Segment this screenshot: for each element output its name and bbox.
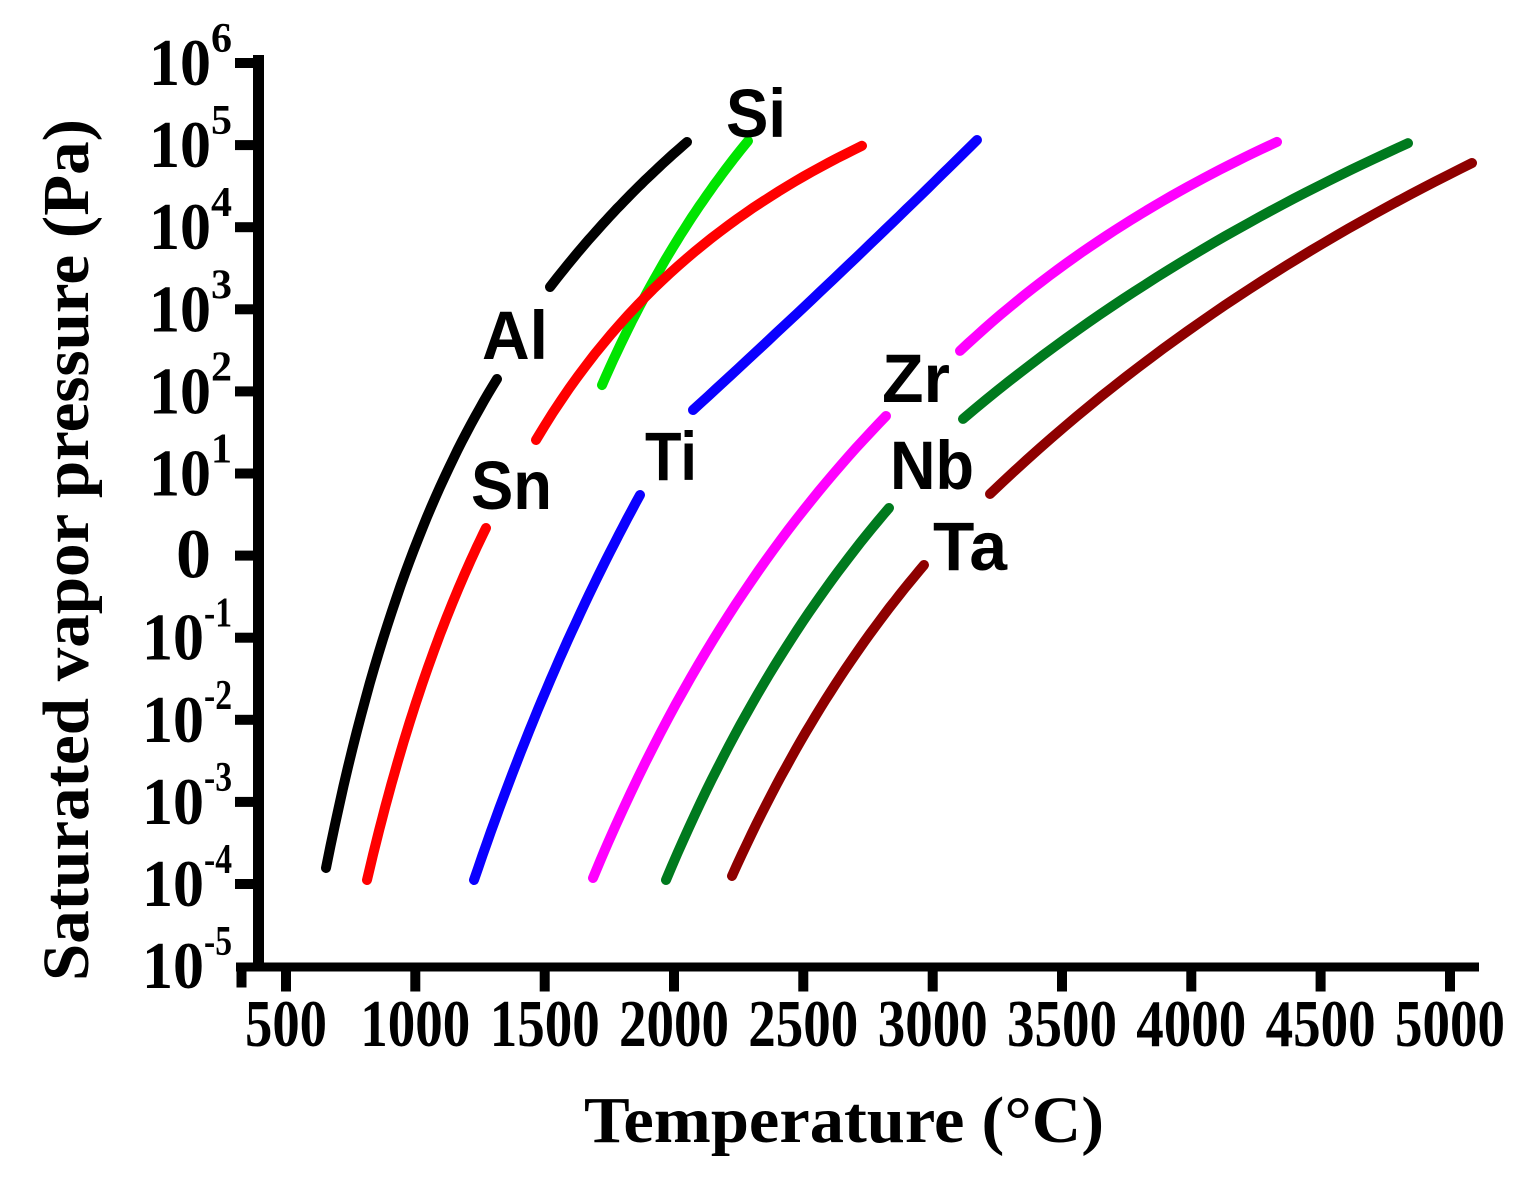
svg-text:1000: 1000 <box>360 987 470 1061</box>
svg-text:-5: -5 <box>204 919 232 965</box>
svg-text:10: 10 <box>149 354 211 428</box>
svg-text:5: 5 <box>211 98 232 144</box>
svg-text:-2: -2 <box>204 673 232 719</box>
svg-text:4000: 4000 <box>1136 987 1246 1061</box>
svg-text:10: 10 <box>142 765 204 839</box>
svg-text:10: 10 <box>149 272 211 346</box>
svg-text:Al: Al <box>482 297 548 374</box>
svg-text:3000: 3000 <box>878 987 988 1061</box>
svg-text:10: 10 <box>149 108 211 182</box>
svg-text:5000: 5000 <box>1395 987 1505 1061</box>
svg-text:4: 4 <box>211 180 232 226</box>
svg-text:1: 1 <box>211 427 232 473</box>
svg-text:2: 2 <box>211 344 232 390</box>
svg-text:10: 10 <box>142 601 204 675</box>
svg-text:Nb: Nb <box>890 427 974 504</box>
svg-text:0: 0 <box>176 517 211 594</box>
svg-text:Saturated vapor pressure (Pa): Saturated vapor pressure (Pa) <box>30 119 103 981</box>
svg-text:Sn: Sn <box>471 447 552 524</box>
svg-text:2000: 2000 <box>619 987 729 1061</box>
svg-text:10: 10 <box>149 437 211 511</box>
svg-text:Ta: Ta <box>933 508 1008 585</box>
svg-text:10: 10 <box>142 929 204 1003</box>
svg-text:10: 10 <box>149 190 211 264</box>
svg-text:3500: 3500 <box>1007 987 1117 1061</box>
svg-text:3: 3 <box>211 262 232 308</box>
svg-text:Si: Si <box>726 75 786 152</box>
svg-text:6: 6 <box>211 16 232 62</box>
svg-text:Temperature (°C): Temperature (°C) <box>584 1084 1104 1157</box>
svg-text:500: 500 <box>245 987 327 1061</box>
svg-text:10: 10 <box>142 847 204 921</box>
svg-text:2500: 2500 <box>748 987 858 1061</box>
svg-text:-3: -3 <box>204 755 232 801</box>
svg-text:-4: -4 <box>204 837 232 883</box>
svg-text:Ti: Ti <box>645 418 697 495</box>
svg-text:10: 10 <box>142 683 204 757</box>
svg-text:1500: 1500 <box>490 987 600 1061</box>
svg-text:4500: 4500 <box>1266 987 1376 1061</box>
svg-text:-1: -1 <box>204 591 232 637</box>
svg-text:Zr: Zr <box>882 340 950 417</box>
svg-text:10: 10 <box>149 26 211 100</box>
